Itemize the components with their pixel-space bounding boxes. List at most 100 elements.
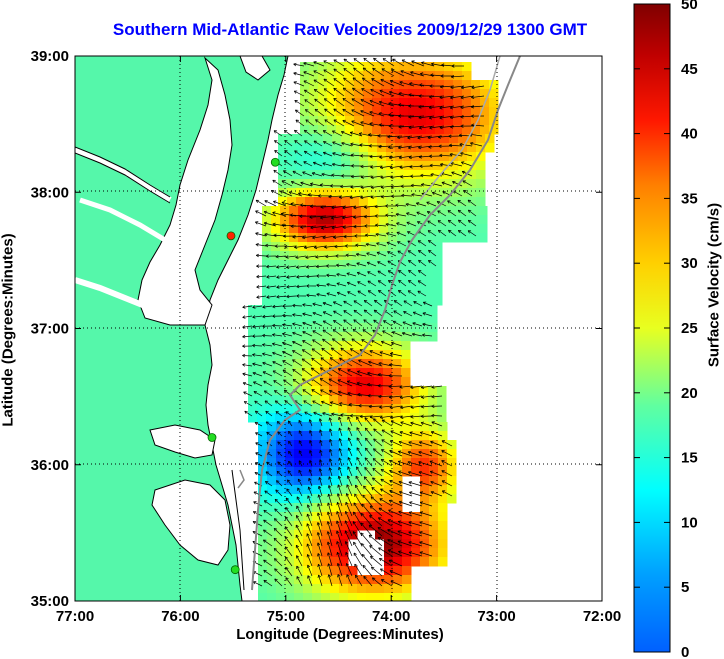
velocity-arrowhead — [274, 140, 278, 144]
velocity-arrowhead — [460, 105, 464, 110]
velocity-arrowhead — [390, 420, 395, 424]
velocity-cell — [361, 224, 371, 234]
velocity-cell — [276, 494, 286, 504]
velocity-cell — [361, 242, 371, 252]
velocity-arrow — [314, 98, 325, 107]
velocity-arrowhead — [315, 119, 319, 123]
velocity-arrow — [288, 460, 293, 467]
velocity-cell — [386, 170, 396, 180]
velocity-arrowhead — [398, 490, 403, 495]
velocity-arrow — [293, 81, 305, 87]
velocity-arrow — [410, 385, 423, 388]
velocity-arrowhead — [343, 310, 347, 314]
velocity-arrowhead — [274, 390, 278, 394]
velocity-cell — [334, 215, 344, 225]
velocity-arrowhead — [323, 78, 327, 82]
velocity-arrow — [274, 390, 283, 397]
velocity-cell — [321, 593, 331, 601]
velocity-arrowhead — [361, 339, 365, 343]
velocity-arrow — [302, 322, 313, 327]
velocity-arrow — [252, 531, 263, 537]
velocity-arrowhead — [256, 264, 260, 268]
velocity-cell — [393, 503, 403, 513]
velocity-arrowhead — [356, 262, 360, 266]
velocity-cell — [266, 386, 276, 396]
velocity-cell — [401, 305, 411, 315]
velocity-cell — [397, 242, 407, 252]
velocity-cell — [433, 278, 443, 288]
velocity-arrowhead — [265, 480, 269, 485]
velocity-arrow — [367, 271, 377, 277]
velocity-cell — [447, 476, 457, 486]
velocity-arrow — [306, 513, 313, 527]
velocity-arrowhead — [360, 109, 364, 114]
velocity-cell — [383, 413, 393, 423]
velocity-arrowhead — [317, 494, 321, 498]
velocity-cell — [357, 485, 367, 495]
velocity-arrow — [431, 395, 443, 398]
velocity-arrowhead — [353, 215, 357, 219]
velocity-arrowhead — [368, 133, 372, 137]
velocity-arrowhead — [418, 270, 422, 274]
velocity-arrowhead — [420, 173, 424, 178]
velocity-arrow — [277, 431, 283, 437]
velocity-arrowhead — [312, 339, 316, 343]
velocity-cell — [296, 143, 306, 153]
velocity-arrow — [430, 471, 443, 477]
velocity-cell — [374, 359, 384, 369]
velocity-cell — [408, 125, 418, 135]
velocity-arrow — [334, 245, 347, 248]
velocity-arrow — [343, 77, 355, 87]
velocity-arrowhead — [276, 285, 280, 289]
velocity-arrow — [329, 417, 333, 427]
velocity-cell — [343, 242, 353, 252]
velocity-arrowhead — [457, 199, 461, 204]
velocity-arrowhead — [317, 553, 321, 557]
velocity-arrowhead — [307, 495, 311, 499]
velocity-arrow — [457, 209, 467, 217]
velocity-cell — [411, 458, 421, 468]
velocity-arrow — [311, 172, 323, 177]
velocity-arrow — [252, 363, 263, 367]
velocity-cell — [262, 296, 272, 306]
velocity-cell — [350, 179, 360, 189]
velocity-arrowhead — [378, 100, 383, 105]
velocity-cell — [392, 341, 402, 351]
velocity-arrowhead — [265, 243, 269, 248]
velocity-arrowhead — [388, 101, 392, 106]
velocity-arrow — [364, 215, 377, 218]
velocity-arrowhead — [272, 304, 276, 309]
velocity-cell — [332, 152, 342, 162]
velocity-arrowhead — [389, 469, 393, 474]
velocity-cell — [365, 413, 375, 423]
velocity-arrowhead — [428, 249, 432, 254]
velocity-arrow — [292, 350, 303, 357]
velocity-arrowhead — [298, 440, 302, 444]
velocity-arrowhead — [287, 420, 292, 424]
velocity-cell — [419, 413, 429, 423]
velocity-arrow — [263, 519, 273, 527]
velocity-arrow — [375, 224, 387, 227]
velocity-arrow — [288, 440, 293, 447]
velocity-arrowhead — [333, 319, 337, 324]
velocity-arrowhead — [303, 161, 307, 165]
velocity-cell — [271, 260, 281, 270]
velocity-arrow — [264, 400, 273, 407]
velocity-arrowhead — [342, 328, 347, 333]
velocity-arrow — [395, 213, 407, 217]
velocity-arrow — [399, 431, 413, 437]
velocity-cell — [393, 440, 403, 450]
velocity-arrow — [276, 295, 287, 298]
velocity-arrowhead — [395, 203, 399, 208]
velocity-cell — [339, 467, 349, 477]
velocity-arrow — [431, 385, 443, 388]
velocity-cell — [321, 485, 331, 495]
velocity-cell — [314, 161, 324, 171]
velocity-cell — [338, 368, 348, 378]
x-tick-label: 73:00 — [477, 608, 515, 625]
velocity-arrowhead — [313, 140, 317, 144]
velocity-cell — [402, 512, 412, 522]
velocity-arrowhead — [262, 343, 266, 347]
velocity-cell — [462, 98, 472, 108]
velocity-arrowhead — [326, 292, 330, 296]
